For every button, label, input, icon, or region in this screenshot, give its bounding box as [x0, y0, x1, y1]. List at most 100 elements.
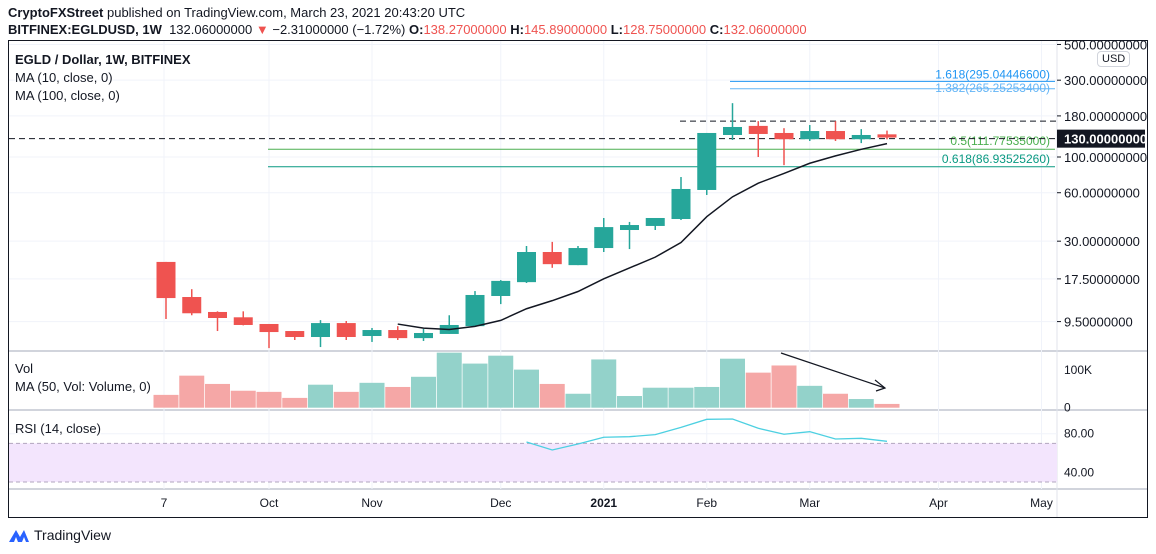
- fib-label: 1.382(265.25253400): [935, 81, 1050, 95]
- close-value: 132.06000000: [723, 22, 807, 37]
- volume-bar: [668, 387, 694, 408]
- open-value: 138.27000000: [423, 22, 507, 37]
- chart-frame[interactable]: [8, 40, 1148, 518]
- price-tick-label: 180.00000000: [1064, 109, 1147, 124]
- volume-bar: [565, 393, 591, 408]
- candle-body: [491, 280, 511, 296]
- candle-body: [697, 132, 717, 190]
- time-label: May: [1030, 496, 1053, 510]
- price-tick-label: 17.50000000: [1064, 272, 1140, 287]
- volume-bar: [385, 386, 411, 408]
- candle-body: [594, 227, 614, 249]
- volume-bar: [462, 363, 488, 408]
- rsi-tick-label: 40.00: [1064, 465, 1094, 479]
- candle-body: [259, 323, 279, 333]
- volume-bar: [642, 387, 668, 408]
- time-label: Mar: [799, 496, 820, 510]
- tradingview-logo-icon: [9, 530, 29, 542]
- volume-bar: [282, 397, 308, 408]
- arrow-head-icon: [874, 379, 887, 392]
- rsi-tick-label: 80.00: [1064, 427, 1094, 441]
- candle-body: [182, 297, 202, 314]
- candle-body: [285, 331, 305, 338]
- publisher[interactable]: CryptoFXStreet: [8, 5, 104, 20]
- volume-bar: [179, 375, 205, 408]
- current-price-label: 130.00000000: [1064, 132, 1147, 147]
- volume-bar: [694, 386, 720, 408]
- volume-bar: [539, 383, 565, 408]
- volume-bar: [153, 394, 179, 408]
- volume-bar: [745, 372, 771, 408]
- volume-bar: [591, 359, 617, 408]
- time-label: Feb: [696, 496, 717, 510]
- rsi-band: [9, 443, 1057, 482]
- candle-body: [723, 126, 742, 135]
- volume-bar: [411, 376, 436, 408]
- candle-body: [156, 261, 176, 299]
- time-label: Nov: [361, 496, 382, 510]
- last-price: 132.06000000: [169, 22, 253, 37]
- price-tick-label: 100.00000000: [1064, 150, 1147, 165]
- close-label: C:: [709, 22, 724, 37]
- fib-label: 0.618(86.93525260): [942, 152, 1050, 166]
- candle-body: [568, 248, 588, 266]
- published-text: published on TradingView.com, March 23, …: [106, 5, 466, 20]
- low-value: 128.75000000: [623, 22, 707, 37]
- tradingview-logo[interactable]: TradingView: [8, 527, 111, 543]
- volume-bar: [797, 385, 823, 408]
- volume-trend-arrow: [780, 352, 886, 389]
- candle-body: [388, 330, 408, 339]
- time-label: Dec: [490, 496, 511, 510]
- volume-bar: [488, 355, 514, 408]
- ma100-legend[interactable]: MA (100, close, 0): [15, 88, 120, 103]
- candle-body: [336, 323, 356, 338]
- time-label: Apr: [929, 496, 948, 510]
- volume-bar: [256, 391, 282, 408]
- volume-bar: [823, 393, 848, 408]
- ma10-line: [397, 142, 888, 331]
- price-tick-label: 300.00000000: [1064, 73, 1147, 88]
- time-label: Oct: [260, 496, 279, 510]
- chart-title: EGLD / Dollar, 1W, BITFINEX: [15, 52, 191, 67]
- candle-body: [671, 188, 691, 220]
- current-price-tag: [1057, 129, 1145, 148]
- symbol: BITFINEX:EGLDUSD, 1W: [8, 22, 162, 37]
- symbol-info: BITFINEX:EGLDUSD, 1W 132.06000000 ▼ −2.3…: [8, 22, 807, 37]
- candle-body: [542, 252, 562, 265]
- high-label: H:: [510, 22, 524, 37]
- candle-body: [851, 134, 871, 140]
- candle-body: [233, 317, 253, 325]
- candle-body: [826, 131, 845, 140]
- candle-body: [208, 311, 227, 318]
- volume-bar: [308, 384, 333, 408]
- candle-body: [800, 131, 820, 140]
- currency-button[interactable]: USD: [1097, 51, 1131, 67]
- volume-tick-label: 0: [1064, 401, 1071, 415]
- candle-body: [645, 217, 665, 226]
- volume-bar: [333, 391, 359, 408]
- volume-bar: [205, 383, 230, 408]
- candle-body: [414, 332, 433, 339]
- volume-legend[interactable]: Vol: [15, 361, 34, 376]
- price-tick-label: 60.00000000: [1064, 186, 1140, 201]
- open-label: O:: [408, 22, 424, 37]
- volume-ma-legend[interactable]: MA (50, Vol: Volume, 0): [15, 379, 151, 394]
- down-arrow-icon: ▼: [255, 22, 269, 37]
- candle-body: [517, 252, 536, 283]
- candle-body: [748, 125, 768, 134]
- volume-bar: [874, 403, 900, 408]
- high-value: 145.89000000: [523, 22, 608, 37]
- volume-bar: [771, 365, 797, 408]
- volume-bar: [359, 382, 385, 408]
- price-tick-label: 30.00000000: [1064, 234, 1140, 249]
- volume-bar: [720, 358, 745, 408]
- rsi-line: [526, 418, 888, 451]
- fib-label: 1.618(295.04446600): [935, 67, 1050, 81]
- volume-bar: [514, 369, 539, 408]
- volume-bar: [617, 396, 642, 408]
- time-label: 7: [161, 496, 168, 510]
- fib-label: 0.5(111.77535000): [950, 134, 1050, 148]
- ma10-legend[interactable]: MA (10, close, 0): [15, 70, 113, 85]
- rsi-legend[interactable]: RSI (14, close): [15, 421, 101, 436]
